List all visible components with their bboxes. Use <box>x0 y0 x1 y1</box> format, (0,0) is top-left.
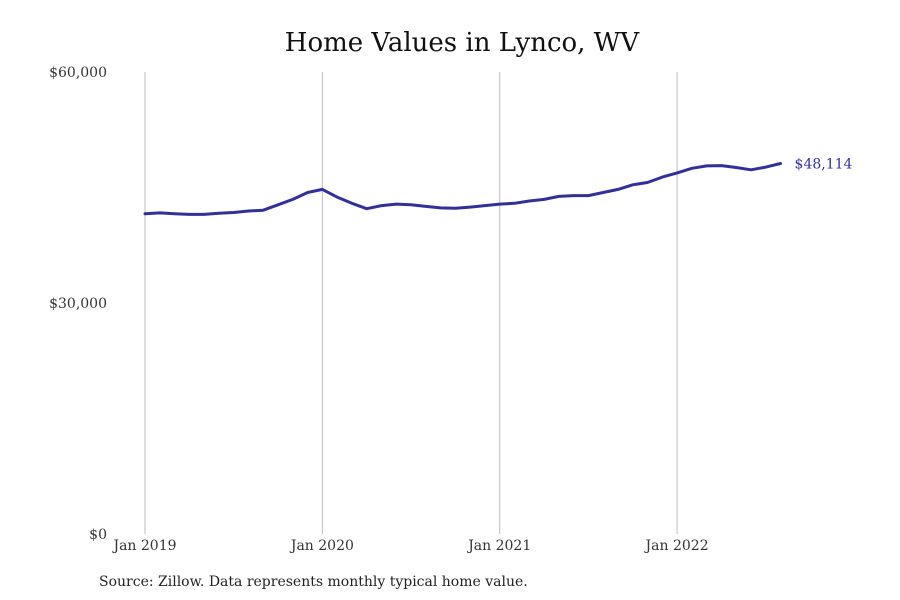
y-tick-label: $0 <box>89 527 107 543</box>
series-line-home-value <box>143 162 782 216</box>
x-tick-label: Jan 2020 <box>289 538 354 554</box>
y-axis: $0 $30,000 $60,000 <box>49 65 107 543</box>
chart-title: Home Values in Lynco, WV <box>285 28 641 58</box>
x-tick-label: Jan 2022 <box>644 538 709 554</box>
y-tick-label: $60,000 <box>49 65 107 81</box>
end-value-label: $48,114 <box>795 157 853 173</box>
x-tick-label: Jan 2021 <box>466 538 531 554</box>
y-tick-label: $30,000 <box>49 296 107 312</box>
grid <box>144 72 678 534</box>
source-note: Source: Zillow. Data represents monthly … <box>99 574 528 590</box>
x-tick-label: Jan 2019 <box>111 538 176 554</box>
x-axis: Jan 2019 Jan 2020 Jan 2021 Jan 2022 <box>111 538 708 554</box>
